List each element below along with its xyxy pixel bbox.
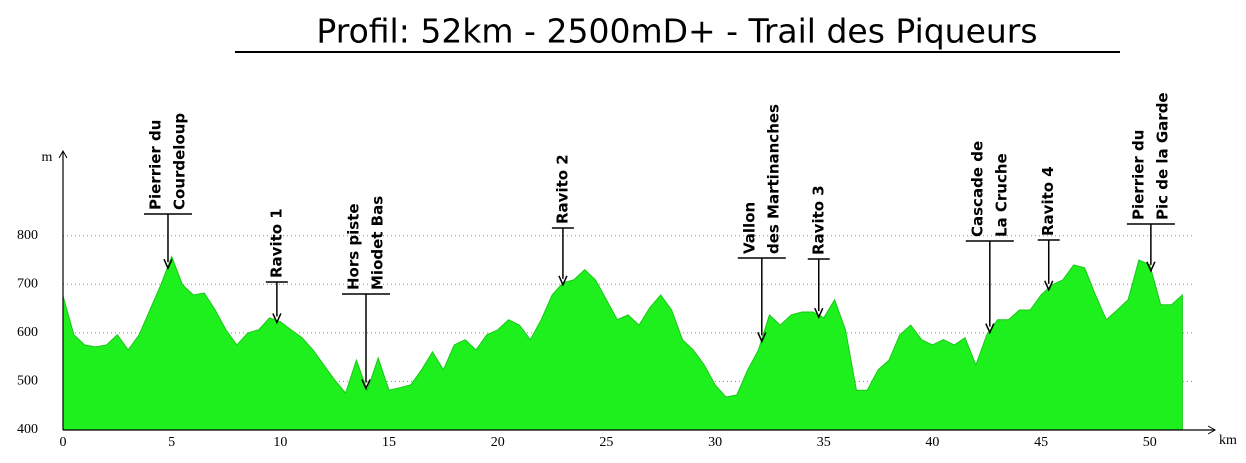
x-tick-label: 50 bbox=[1143, 435, 1157, 450]
y-axis-arrow bbox=[58, 149, 68, 159]
annotation-label: Vallon bbox=[740, 202, 758, 254]
x-tick-label: 25 bbox=[599, 435, 613, 450]
annotation-label: Cascade de bbox=[968, 141, 986, 237]
x-tick-label: 35 bbox=[817, 435, 831, 450]
x-tick-label: 0 bbox=[60, 435, 67, 450]
annotation-label: Pic de la Garde bbox=[1153, 92, 1171, 220]
x-tick-label: 40 bbox=[925, 435, 939, 450]
annotation-arrowhead bbox=[757, 332, 767, 344]
annotation-label: Pierrier du bbox=[1129, 130, 1147, 220]
annotation-arrowhead bbox=[1044, 280, 1054, 292]
y-axis-label: m bbox=[42, 150, 53, 165]
annotation-label: La Cruche bbox=[992, 153, 1010, 237]
x-tick-label: 30 bbox=[708, 435, 722, 450]
x-tick-label: 5 bbox=[168, 435, 175, 450]
x-tick-label: 15 bbox=[382, 435, 396, 450]
annotation-label: des Martinanches bbox=[764, 104, 782, 254]
annotation-arrowhead bbox=[985, 323, 995, 335]
annotation-arrowhead bbox=[272, 313, 282, 325]
annotation-label: Pierrier du bbox=[146, 120, 164, 210]
annotation-label: Ravito 3 bbox=[809, 185, 827, 255]
x-tick-label: 20 bbox=[491, 435, 505, 450]
y-tick-label: 500 bbox=[17, 374, 38, 389]
chart-title: Profil: 52km - 2500mD+ - Trail des Pique… bbox=[316, 12, 1037, 51]
y-tick-label: 700 bbox=[17, 277, 38, 292]
annotation-label: Hors piste bbox=[344, 203, 362, 290]
y-tick-label: 800 bbox=[17, 228, 38, 243]
annotation-label: Courdeloup bbox=[170, 113, 188, 210]
annotation-label: Ravito 2 bbox=[553, 154, 571, 224]
annotation-arrowhead bbox=[163, 258, 173, 271]
annotation-label: Miodet Bas bbox=[368, 196, 386, 290]
annotation-label: Ravito 1 bbox=[267, 208, 285, 278]
y-tick-label: 400 bbox=[17, 422, 38, 437]
y-tick-label: 600 bbox=[17, 325, 38, 340]
x-axis-arrow bbox=[1207, 425, 1217, 435]
x-tick-label: 10 bbox=[273, 435, 287, 450]
x-tick-label: 45 bbox=[1034, 435, 1048, 450]
annotation-arrowhead bbox=[1146, 261, 1156, 273]
annotation-arrowhead bbox=[558, 275, 568, 287]
annotation-label: Ravito 4 bbox=[1039, 166, 1057, 236]
annotation-arrowhead bbox=[361, 379, 371, 391]
annotation-arrowhead bbox=[814, 307, 824, 319]
x-axis-label: km bbox=[1219, 433, 1237, 448]
elevation-area bbox=[62, 255, 1183, 431]
